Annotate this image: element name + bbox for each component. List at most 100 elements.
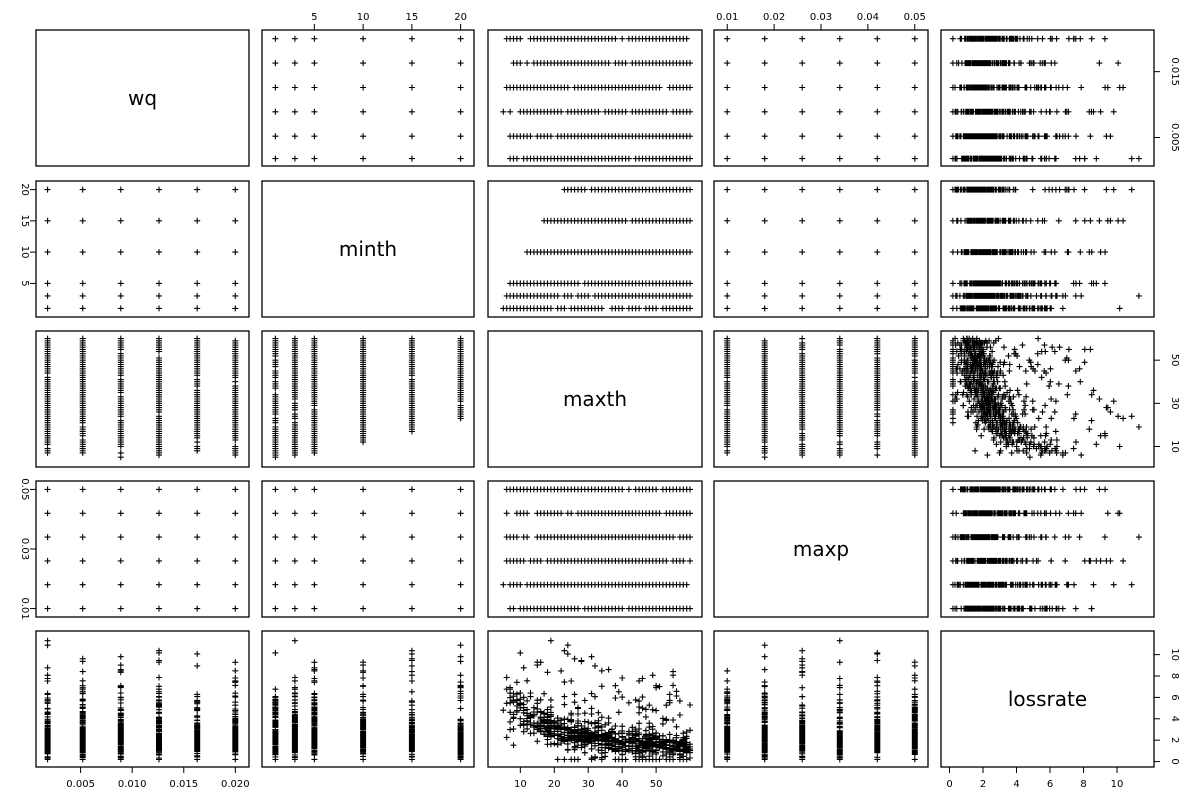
scatter-points bbox=[272, 335, 464, 461]
panel-wq-vs-maxp bbox=[713, 29, 929, 167]
panel-lossrate-vs-wq bbox=[35, 630, 250, 768]
variable-label-maxth: maxth bbox=[563, 387, 627, 411]
tick-label: 5 bbox=[19, 280, 30, 286]
panel-minth-vs-minth: minth bbox=[261, 180, 475, 318]
scatter-points bbox=[272, 35, 464, 162]
tick-label: 0.05 bbox=[904, 12, 926, 23]
y-axis-lossrate-right: 0 2 4 6 8 10 bbox=[1153, 648, 1180, 765]
tick-label: 50 bbox=[1169, 354, 1180, 367]
panel-frame bbox=[35, 180, 250, 318]
tick-label: 4 bbox=[1013, 779, 1019, 790]
panel-frame bbox=[487, 480, 703, 618]
panel-frame bbox=[940, 480, 1155, 618]
x-axis-minth-top: 5 10 15 20 bbox=[311, 12, 467, 31]
scatter-points bbox=[500, 35, 693, 162]
scatter-points bbox=[500, 186, 693, 312]
tick-label: 15 bbox=[19, 214, 30, 227]
panel-maxp-vs-maxth bbox=[487, 480, 703, 618]
scatter-points bbox=[949, 186, 1142, 312]
tick-label: 0.03 bbox=[810, 12, 832, 23]
panel-frame bbox=[35, 29, 250, 167]
panel-wq-vs-lossrate bbox=[940, 29, 1155, 167]
panel-maxp-vs-lossrate bbox=[940, 480, 1155, 618]
variable-label-minth: minth bbox=[339, 237, 397, 261]
panel-minth-vs-lossrate bbox=[940, 180, 1155, 318]
panel-frame bbox=[940, 29, 1155, 167]
scatter-points bbox=[44, 335, 239, 461]
panel-maxp-vs-minth bbox=[261, 480, 475, 618]
panel-lossrate-vs-maxp bbox=[713, 630, 929, 768]
panel-maxth-vs-wq bbox=[35, 330, 250, 468]
tick-label: 30 bbox=[582, 779, 595, 790]
panel-frame bbox=[261, 180, 475, 318]
tick-label: 8 bbox=[1169, 673, 1180, 679]
tick-label: 20 bbox=[454, 12, 467, 23]
tick-label: 2 bbox=[1169, 737, 1180, 743]
tick-label: 0.03 bbox=[19, 538, 30, 560]
tick-label: 2 bbox=[980, 779, 986, 790]
scatter-points bbox=[272, 637, 464, 763]
y-axis-wq-right: 0.005 0.015 bbox=[1153, 57, 1180, 152]
scatter-points bbox=[500, 486, 693, 612]
panel-minth-vs-wq bbox=[35, 180, 250, 318]
panel-frame bbox=[713, 330, 929, 468]
scatter-points bbox=[500, 637, 693, 763]
panel-maxp-vs-maxp: maxp bbox=[713, 480, 929, 618]
tick-label: 4 bbox=[1169, 716, 1180, 722]
tick-label: 0.015 bbox=[1169, 57, 1180, 86]
tick-label: 0.01 bbox=[19, 597, 30, 619]
panel-maxth-vs-lossrate bbox=[940, 330, 1155, 468]
panel-frame bbox=[713, 29, 929, 167]
y-axis-maxth-right: 10 30 50 bbox=[1153, 354, 1180, 453]
scatter-points bbox=[949, 486, 1142, 612]
tick-label: 20 bbox=[548, 779, 561, 790]
scatter-points bbox=[949, 35, 1142, 162]
panel-maxp-vs-wq bbox=[35, 480, 250, 618]
panel-frame bbox=[487, 29, 703, 167]
panel-frame bbox=[940, 180, 1155, 318]
tick-label: 0 bbox=[946, 779, 952, 790]
tick-label: 6 bbox=[1047, 779, 1053, 790]
panel-wq-vs-minth bbox=[261, 29, 475, 167]
panel-frame bbox=[35, 330, 250, 468]
tick-label: 15 bbox=[406, 12, 419, 23]
tick-label: 0.020 bbox=[221, 779, 250, 790]
tick-label: 0.01 bbox=[716, 12, 738, 23]
panel-lossrate-vs-maxth bbox=[487, 630, 703, 768]
panel-lossrate-vs-lossrate: lossrate bbox=[940, 630, 1155, 768]
panel-wq-vs-wq: wq bbox=[35, 29, 250, 167]
panel-minth-vs-maxp bbox=[713, 180, 929, 318]
tick-label: 0 bbox=[1169, 758, 1180, 764]
tick-label: 10 bbox=[1169, 648, 1180, 661]
panel-frame bbox=[713, 480, 929, 618]
panel-lossrate-vs-minth bbox=[261, 630, 475, 768]
panel-minth-vs-maxth bbox=[487, 180, 703, 318]
tick-label: 0.04 bbox=[857, 12, 879, 23]
panel-frame bbox=[261, 480, 475, 618]
scatter-points bbox=[44, 186, 239, 312]
tick-label: 0.005 bbox=[1169, 123, 1180, 152]
panel-wq-vs-maxth bbox=[487, 29, 703, 167]
tick-label: 30 bbox=[1169, 397, 1180, 410]
tick-label: 10 bbox=[19, 246, 30, 259]
scatter-points bbox=[44, 637, 239, 763]
tick-label: 5 bbox=[311, 12, 317, 23]
scatter-points bbox=[724, 35, 918, 162]
x-axis-wq-bottom: 0.005 0.010 0.015 0.020 bbox=[66, 766, 250, 790]
panel-maxth-vs-maxp bbox=[713, 330, 929, 468]
panel-frame bbox=[713, 180, 929, 318]
scatter-points bbox=[724, 335, 918, 461]
x-axis-maxp-top: 0.01 0.02 0.03 0.04 0.05 bbox=[716, 12, 926, 31]
panel-maxth-vs-maxth: maxth bbox=[487, 330, 703, 468]
x-axis-lossrate-bottom: 0 2 4 6 8 10 bbox=[946, 766, 1123, 790]
tick-label: 40 bbox=[616, 779, 629, 790]
panel-frame bbox=[713, 630, 929, 768]
scatter-points bbox=[724, 186, 918, 312]
tick-label: 10 bbox=[357, 12, 370, 23]
variable-label-wq: wq bbox=[128, 86, 157, 110]
tick-label: 10 bbox=[1169, 440, 1180, 453]
panel-frame bbox=[261, 29, 475, 167]
tick-label: 6 bbox=[1169, 694, 1180, 700]
tick-label: 0.015 bbox=[169, 779, 198, 790]
